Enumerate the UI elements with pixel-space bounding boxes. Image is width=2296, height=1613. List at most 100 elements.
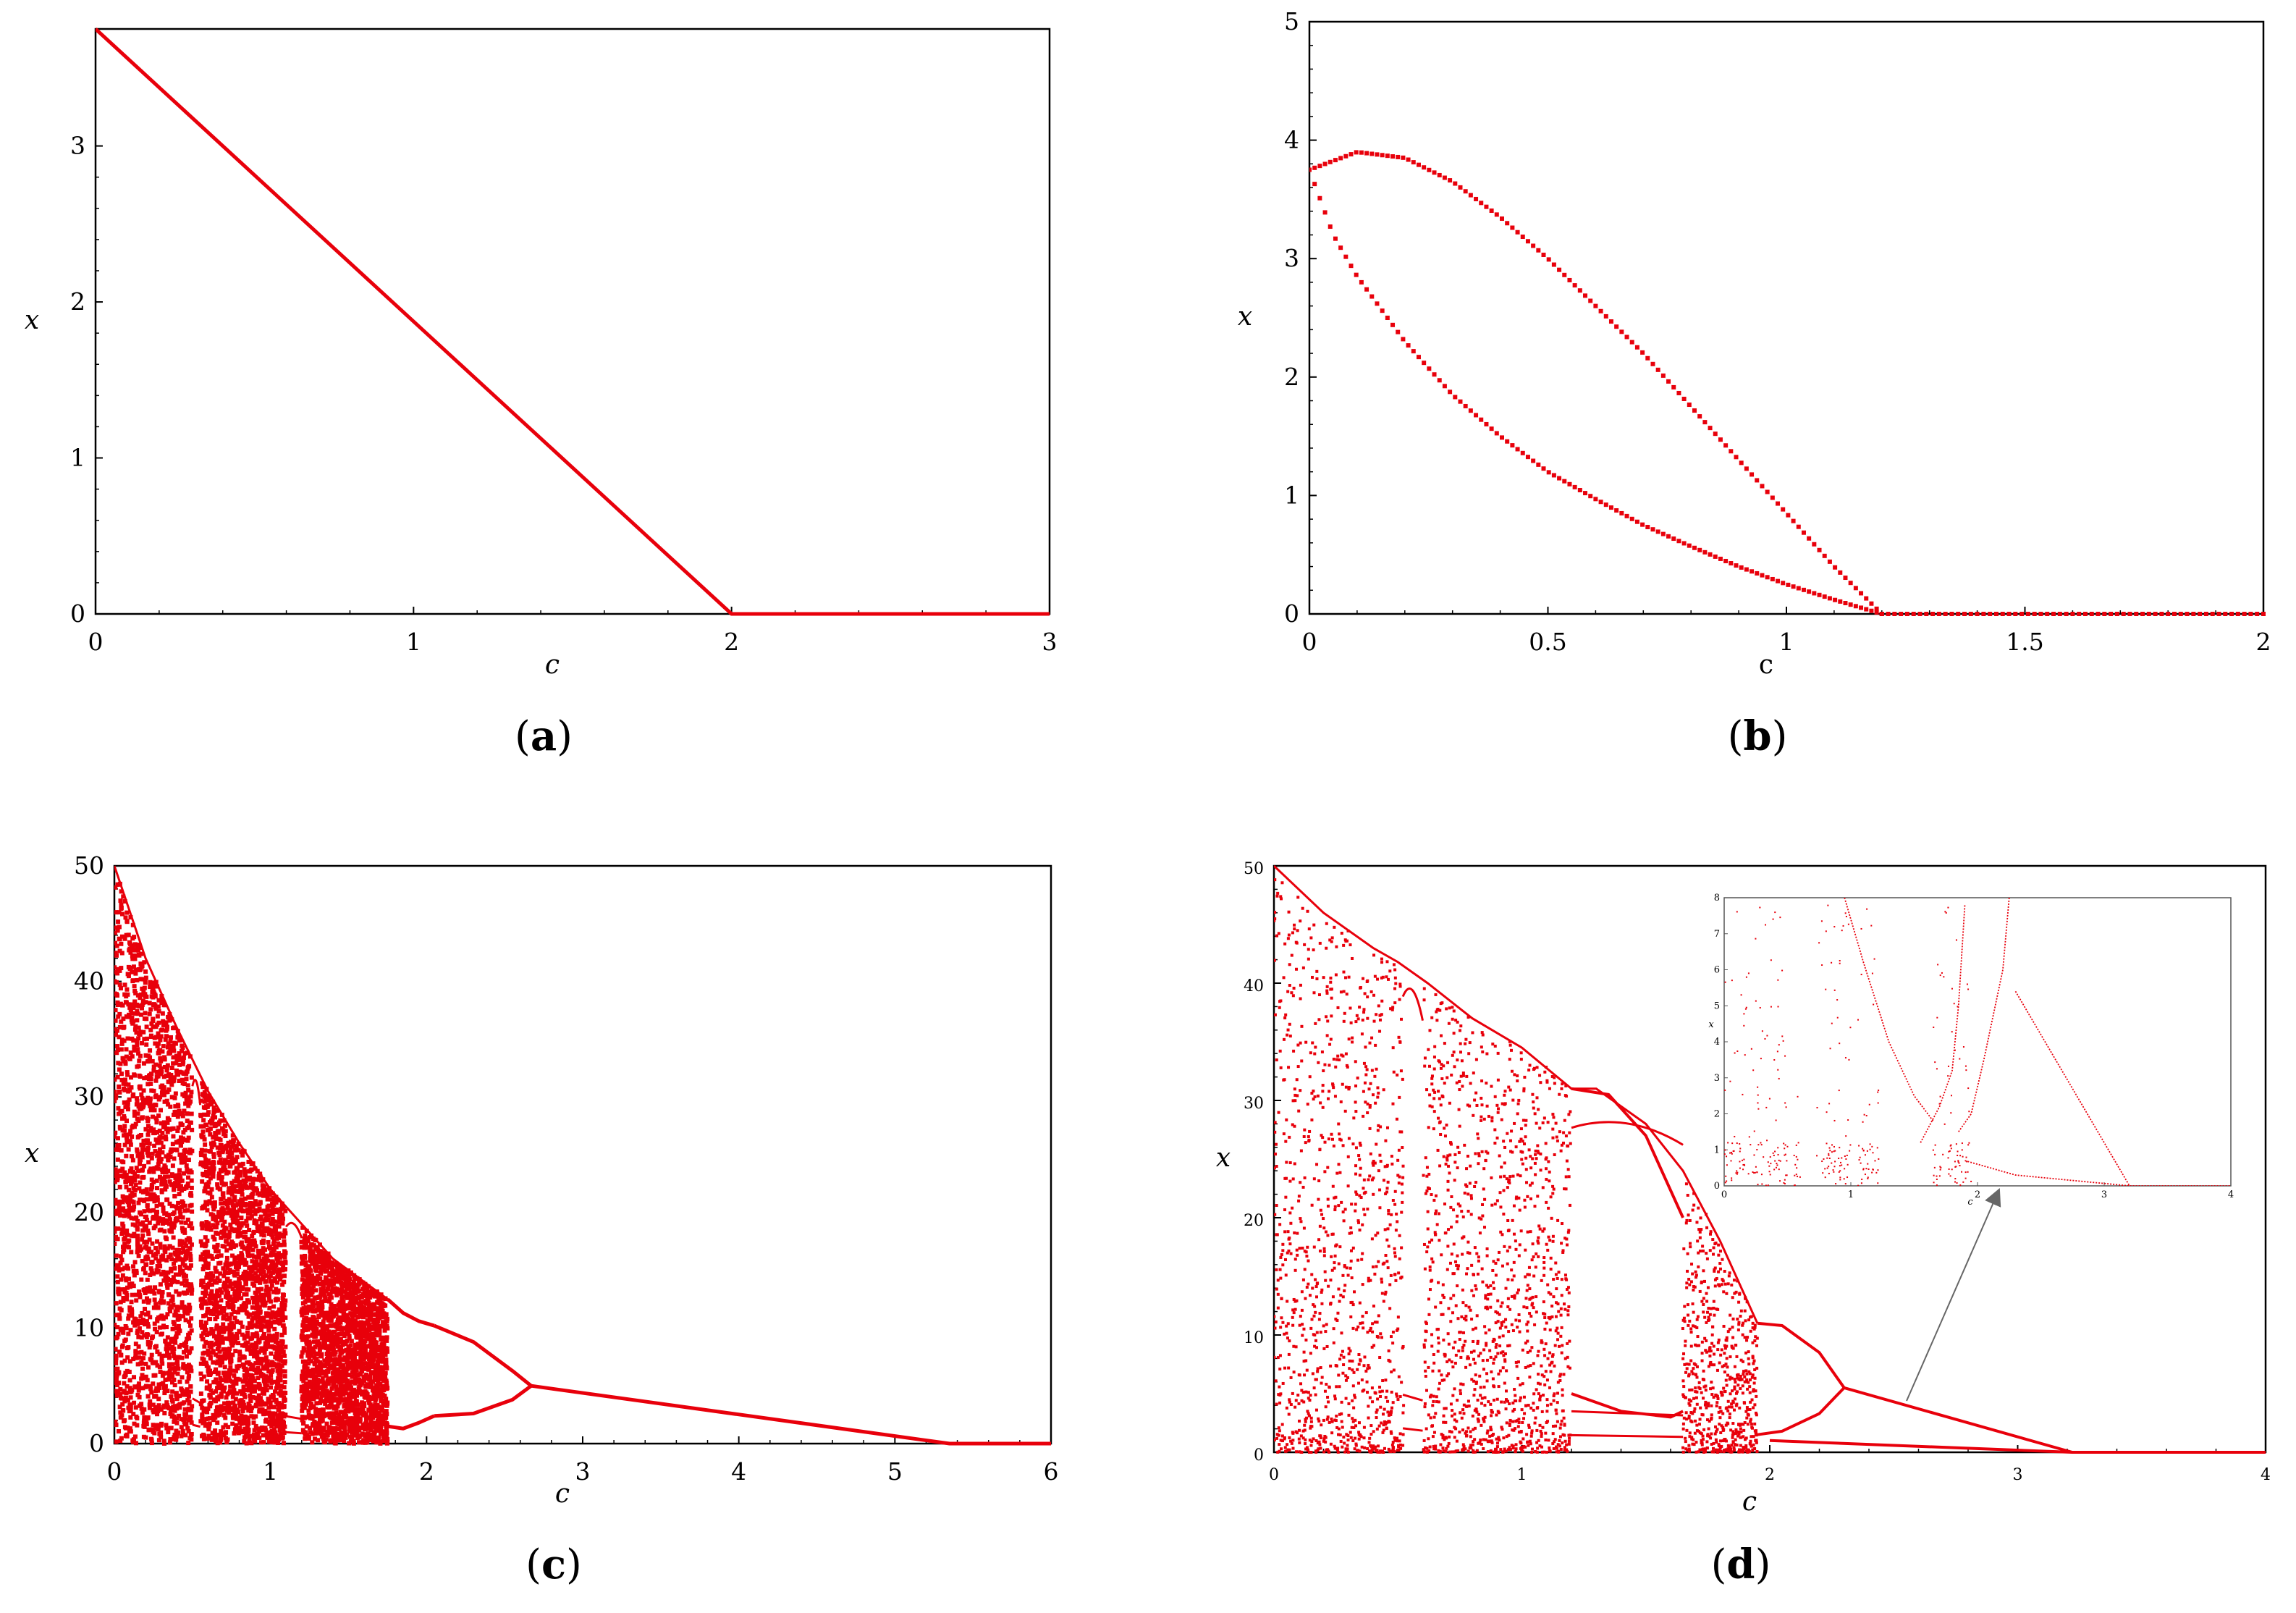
chaos-point [225, 1265, 230, 1271]
chaos-point [125, 1425, 130, 1431]
chaos-point [232, 1255, 237, 1260]
chaos-point [219, 1378, 224, 1383]
chaos-point [239, 1216, 244, 1221]
chaos-point [114, 1090, 117, 1095]
data-point [1692, 408, 1697, 413]
chaos-point [222, 1163, 227, 1168]
chaos-point [147, 1345, 152, 1350]
chaos-point [221, 1128, 226, 1133]
chaos-point [119, 1360, 124, 1365]
chaos-point [124, 1198, 130, 1203]
data-point [1781, 581, 1786, 586]
data-point [1671, 384, 1676, 389]
plot-frame [1308, 20, 2265, 615]
data-point [2153, 612, 2158, 616]
chaos-point [172, 1408, 177, 1413]
chaos-point [263, 1425, 268, 1431]
chaos-point [264, 1313, 269, 1318]
chaos-point [130, 1054, 135, 1059]
chaos-point [130, 1179, 135, 1184]
data-point [1510, 443, 1515, 448]
chaos-point [206, 1251, 211, 1256]
chaos-point [206, 1352, 211, 1357]
data-point [1822, 594, 1827, 599]
chaos-point [269, 1378, 274, 1383]
chaos-point [122, 1128, 127, 1133]
chaos-point [227, 1401, 232, 1406]
chaos-point [185, 1283, 190, 1288]
chaos-point [162, 1411, 167, 1416]
chaos-point [148, 1007, 153, 1012]
y-tick-label: 50 [74, 851, 104, 880]
chaos-point [200, 1226, 205, 1231]
chaos-point [135, 1218, 140, 1224]
chaos-point [119, 941, 124, 946]
chaos-point [167, 1050, 172, 1055]
chaos-point [182, 1208, 187, 1213]
chaos-point [188, 1191, 193, 1196]
chaos-point [201, 1290, 206, 1295]
chaos-point [281, 1205, 286, 1210]
data-point [1437, 378, 1442, 383]
chaos-point [235, 1218, 240, 1224]
chaos-point [170, 1389, 175, 1394]
chaos-point [158, 1263, 163, 1268]
chaos-point [240, 1406, 245, 1411]
chaos-point [185, 1181, 190, 1186]
chaos-point [238, 1389, 243, 1394]
chaos-point [266, 1328, 271, 1333]
chaos-point [124, 910, 130, 915]
chaos-point [177, 1179, 182, 1184]
chaos-point [231, 1138, 236, 1143]
chaos-point [128, 1328, 133, 1333]
chaos-point [219, 1253, 224, 1258]
chaos-point [159, 1178, 164, 1183]
chaos-point [277, 1437, 282, 1442]
chaos-point [143, 1361, 148, 1366]
chaos-point [157, 1325, 162, 1330]
chaos-point [156, 1289, 161, 1294]
chaos-point [218, 1118, 223, 1123]
y-tick-label: 1 [70, 444, 85, 472]
chaos-point [124, 1070, 130, 1075]
chaos-point [251, 1254, 256, 1259]
data-point [1489, 209, 1494, 214]
chaos-point [240, 1153, 245, 1158]
chaos-point [282, 1353, 287, 1358]
data-point [1458, 399, 1463, 404]
chaos-point [117, 1142, 122, 1147]
chaos-point [140, 1155, 145, 1160]
chaos-point [314, 1280, 319, 1285]
chaos-point [144, 1100, 149, 1105]
chaos-point [203, 1148, 208, 1153]
chaos-point [275, 1421, 280, 1426]
chaos-point [138, 1314, 143, 1319]
chaos-point [248, 1177, 253, 1182]
chaos-point [310, 1273, 315, 1278]
chaos-point [264, 1213, 269, 1218]
data-point [1911, 612, 1916, 616]
chaos-point [146, 1128, 151, 1133]
chaos-point [114, 1050, 119, 1056]
chaos-point [283, 1208, 288, 1213]
chaos-point [258, 1368, 263, 1373]
chaos-point [237, 1417, 242, 1422]
chaos-point [244, 1271, 249, 1276]
chaos-point [300, 1335, 305, 1340]
chaos-point [127, 1369, 132, 1374]
chaos-point [224, 1370, 229, 1376]
chaos-point [179, 1342, 184, 1347]
chaos-point [167, 1377, 172, 1382]
data-point [1608, 505, 1613, 510]
chaos-point [179, 1242, 184, 1247]
chaos-point [262, 1303, 267, 1308]
chaos-point [242, 1196, 248, 1201]
chaos-point [169, 1221, 174, 1226]
chaos-point [240, 1332, 245, 1337]
chaos-point [181, 1130, 186, 1135]
data-point [1760, 573, 1765, 578]
chaos-point [201, 1284, 206, 1289]
chaos-point [166, 1292, 172, 1297]
chaos-point [214, 1300, 219, 1305]
chaos-point [303, 1376, 308, 1381]
